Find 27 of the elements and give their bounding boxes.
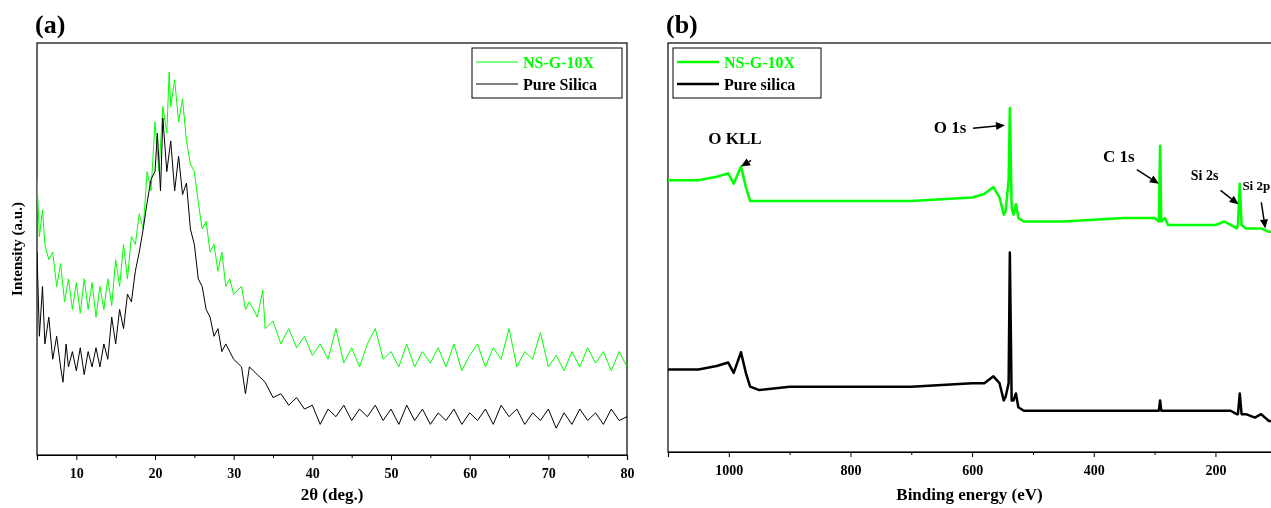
chart-title: (b) bbox=[666, 10, 698, 39]
chart-title: (a) bbox=[35, 10, 66, 39]
annotation: O KLL bbox=[708, 129, 762, 149]
annotation: C 1s bbox=[1103, 146, 1136, 166]
x-tick-label: 80 bbox=[620, 466, 635, 482]
x-tick-label: 20 bbox=[148, 466, 163, 482]
x-tick-label: 70 bbox=[541, 466, 556, 482]
x-tick-label: 600 bbox=[962, 463, 984, 479]
x-tick-label: 10 bbox=[69, 466, 84, 482]
legend-label: Pure Silica bbox=[523, 76, 597, 93]
annotation: Si 2s bbox=[1190, 168, 1219, 184]
legend-label: NS-G-10X bbox=[523, 54, 595, 71]
x-tick-label: 40 bbox=[305, 466, 320, 482]
x-tick-label: 60 bbox=[463, 466, 478, 482]
x-tick-label: 800 bbox=[840, 463, 862, 479]
legend-label: Pure silica bbox=[724, 76, 796, 93]
annotation: Si 2p bbox=[1242, 178, 1271, 194]
x-tick-label: 200 bbox=[1205, 463, 1227, 479]
annotation: O 1s bbox=[933, 118, 967, 138]
x-tick-label: 50 bbox=[384, 466, 399, 482]
x-tick-label: 1000 bbox=[715, 463, 744, 479]
legend-label: NS-G-10X bbox=[724, 54, 796, 71]
x-tick-label: 30 bbox=[227, 466, 242, 482]
y-axis-title: Intensity (a.u.) bbox=[9, 202, 26, 296]
x-tick-label: 400 bbox=[1083, 463, 1105, 479]
x-axis-title: 2θ (deg.) bbox=[300, 485, 364, 504]
x-axis-title: Binding energy (eV) bbox=[896, 485, 1043, 504]
